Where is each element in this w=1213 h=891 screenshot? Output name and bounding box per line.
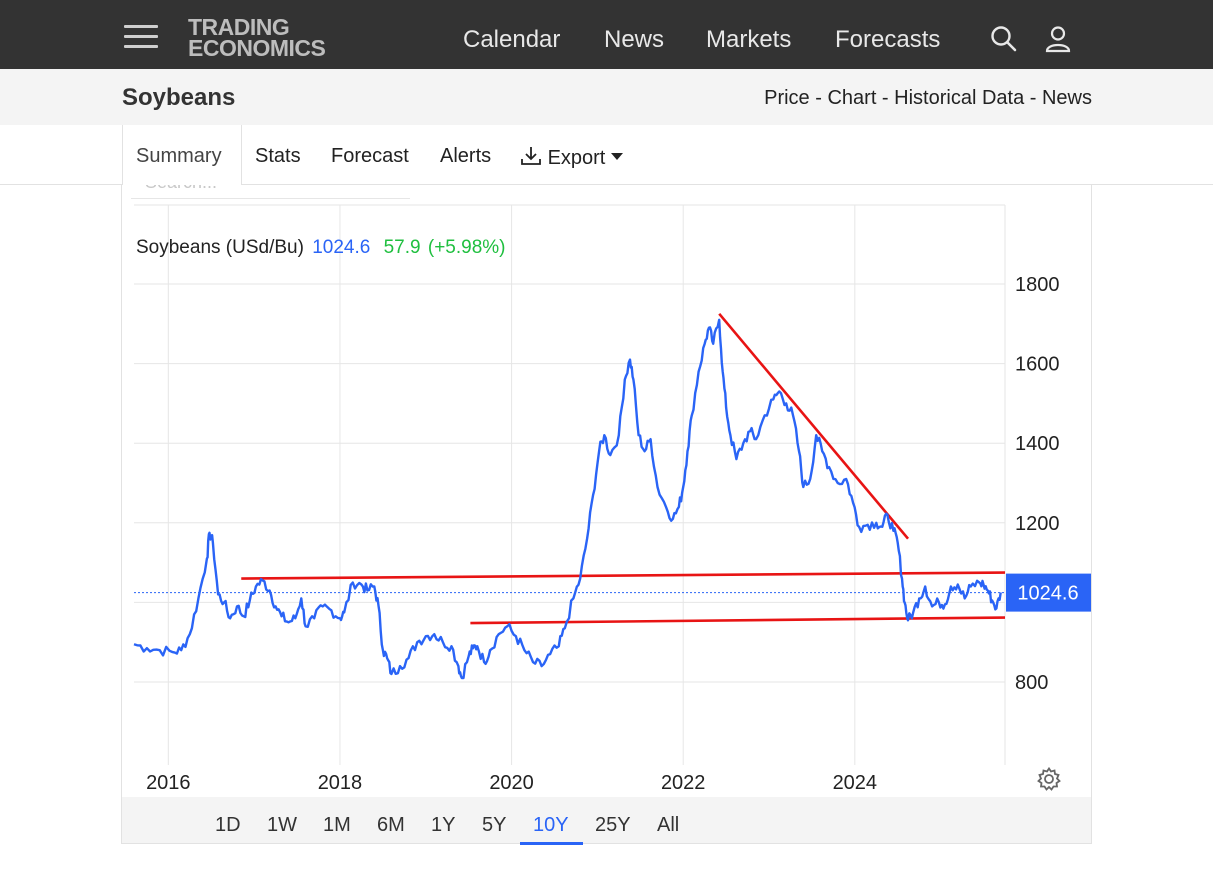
logo-line-1: TRADING	[188, 14, 290, 40]
logo[interactable]: TRADING ECONOMICS	[188, 14, 326, 61]
price-label: 1024.6	[1017, 583, 1078, 605]
logo-line-2: ECONOMICS	[188, 35, 326, 61]
y-tick-label: 1800	[1015, 274, 1060, 296]
chart-grid	[134, 204, 1006, 765]
change-value: 57.9	[383, 237, 421, 258]
sub-header	[0, 69, 1213, 125]
nav-news[interactable]: News	[604, 26, 665, 53]
page-title: Soybeans	[122, 84, 236, 111]
breadcrumb-links: Price - Chart - Historical Data - News	[764, 87, 1092, 110]
link-historical-data[interactable]: Historical Data	[894, 87, 1025, 109]
price-series: 1024.6	[133, 318, 1091, 680]
x-tick-label: 2018	[318, 772, 363, 794]
active-range-underline	[520, 842, 583, 845]
search-icon[interactable]	[990, 25, 1018, 53]
range-1w[interactable]: 1W	[267, 814, 297, 836]
link-separator: -	[1024, 87, 1042, 109]
trendline	[718, 313, 910, 540]
chart-legend: Soybeans (USd/Bu) 1024.6 57.9 (+5.98%)	[136, 237, 506, 259]
nav-forecasts[interactable]: Forecasts	[835, 26, 941, 53]
x-tick-label: 2022	[661, 772, 706, 794]
tab-stats[interactable]: Stats	[255, 145, 301, 167]
range-10y[interactable]: 10Y	[533, 814, 569, 836]
caret-down-icon	[610, 153, 623, 160]
link-separator: -	[876, 87, 895, 109]
range-25y[interactable]: 25Y	[595, 814, 631, 836]
download-icon	[521, 147, 541, 165]
gear-icon[interactable]	[1036, 766, 1062, 792]
last-value: 1024.6	[312, 237, 371, 258]
trendline	[470, 616, 1006, 625]
range-1d[interactable]: 1D	[215, 814, 241, 836]
range-1m[interactable]: 1M	[323, 814, 351, 836]
top-navigation-bar	[0, 0, 1213, 69]
nav-calendar[interactable]: Calendar	[463, 26, 561, 53]
tab-alerts[interactable]: Alerts	[440, 145, 492, 167]
y-tick-label: 1600	[1015, 354, 1060, 376]
x-tick-label: 2016	[146, 772, 191, 794]
price-line	[133, 318, 1002, 680]
search-underline	[131, 198, 410, 199]
x-tick-label: 2024	[833, 772, 878, 794]
export-dropdown[interactable]: Export	[520, 145, 623, 170]
tab-active-frame	[122, 125, 242, 185]
export-label: Export	[547, 147, 606, 169]
menu-icon[interactable]	[124, 22, 160, 50]
y-tick-label: 1200	[1015, 513, 1060, 535]
link-news[interactable]: News	[1041, 87, 1092, 109]
link-separator: -	[809, 87, 828, 109]
nav-markets[interactable]: Markets	[706, 26, 792, 53]
chart-panel	[121, 125, 1092, 844]
trendline	[241, 571, 1006, 580]
trendlines	[241, 313, 1006, 625]
tab-forecast[interactable]: Forecast	[331, 145, 409, 167]
y-tick-label: 800	[1015, 672, 1048, 694]
user-icon[interactable]	[1045, 25, 1071, 53]
y-tick-label: 1400	[1015, 433, 1060, 455]
range-6m[interactable]: 6M	[377, 814, 405, 836]
price-label-box	[1006, 573, 1091, 612]
change-percent: (+5.98%)	[427, 237, 506, 258]
range-5y[interactable]: 5Y	[482, 814, 507, 836]
range-all[interactable]: All	[657, 814, 680, 836]
link-price[interactable]: Price	[764, 87, 810, 109]
x-tick-label: 2020	[489, 772, 534, 794]
axis-labels: 800 1200 1400 1600 1800 2016 2018 2020 2022 2024	[146, 274, 1059, 794]
range-bar	[122, 797, 1091, 843]
chart-title: Soybeans (USd/Bu)	[136, 237, 304, 258]
link-chart[interactable]: Chart	[827, 87, 877, 109]
tab-summary[interactable]: Summary	[136, 145, 222, 167]
range-1y[interactable]: 1Y	[431, 814, 456, 836]
